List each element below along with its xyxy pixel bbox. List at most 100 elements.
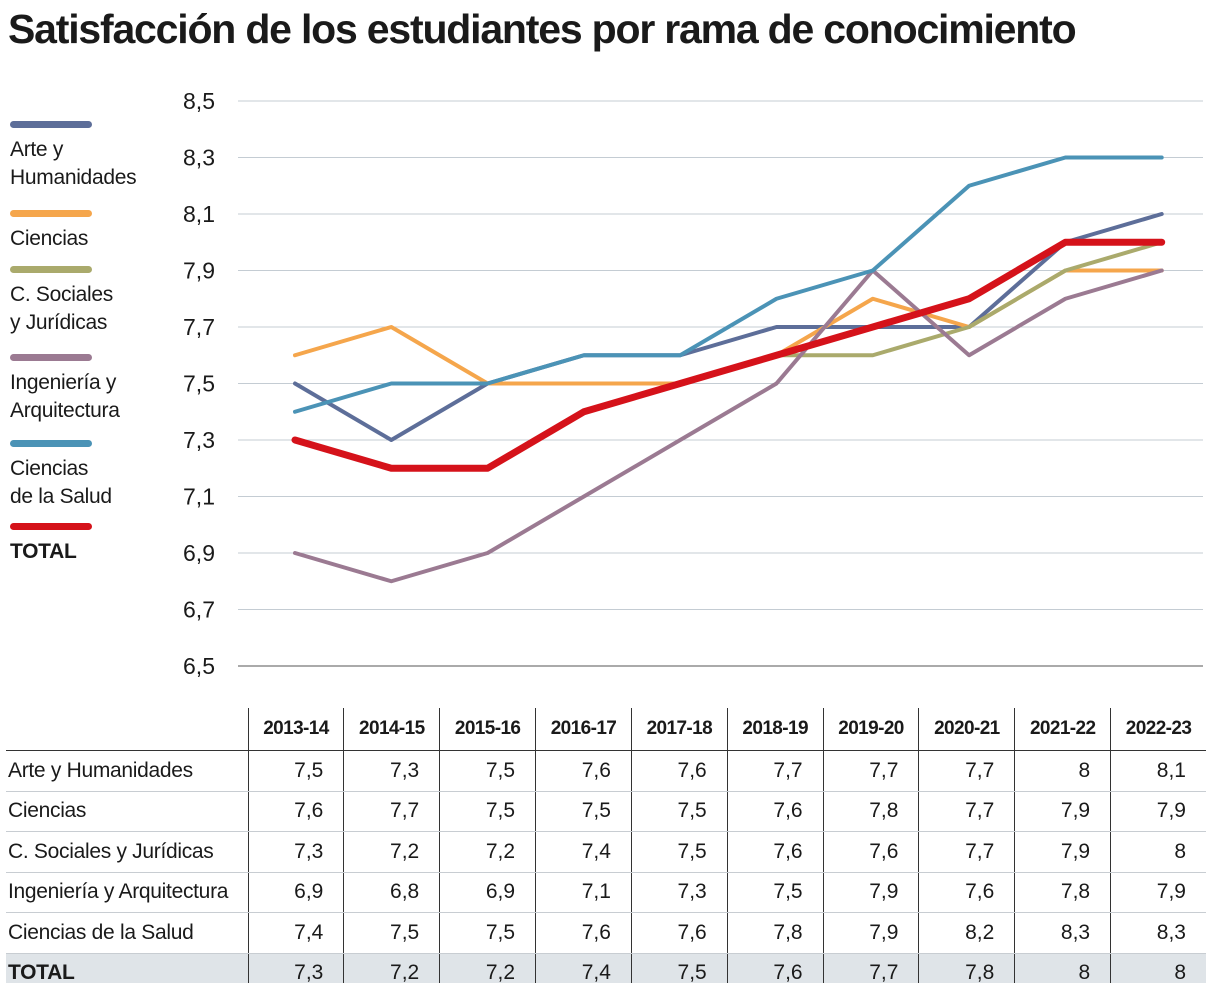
- y-tick-label: 8,1: [183, 201, 215, 227]
- column-header: 2015-16: [439, 708, 536, 751]
- legend-swatch: [10, 210, 92, 217]
- table-cell: 7,5: [343, 912, 440, 954]
- legend-label: Ciencias: [10, 227, 89, 250]
- legend-item: Ingeniería y Arquitectura: [10, 354, 180, 425]
- y-tick-label: 7,3: [183, 427, 215, 453]
- y-tick-label: 7,1: [183, 484, 215, 510]
- series-line-arte-y-humanidades: [293, 212, 1164, 442]
- column-header: 2021-22: [1014, 708, 1111, 751]
- legend-label: TOTAL: [10, 540, 77, 563]
- column-header: 2020-21: [918, 708, 1015, 751]
- column-header: 2013-14: [247, 708, 344, 751]
- table-cell: 7,4: [247, 912, 344, 954]
- table-cell: 7,6: [247, 791, 344, 832]
- column-header: 2022-23: [1110, 708, 1206, 751]
- table-row: Arte y Humanidades 7,5 7,3 7,5 7,6 7,6 7,7 7,7 7…: [6, 750, 1206, 792]
- table-cell: 8,3: [1014, 912, 1111, 954]
- table-cell: 7,5: [630, 953, 728, 983]
- table-cell: 7,5: [630, 831, 728, 873]
- row-label: Ingeniería y Arquitectura: [6, 872, 249, 913]
- table-cell: 7,7: [822, 953, 919, 983]
- data-table: 2013-14 2014-15 2015-16 2016-17 2017-18 2018-…: [6, 708, 1206, 983]
- table-cell: 7,5: [726, 872, 824, 913]
- y-tick-label: 6,5: [183, 653, 215, 679]
- table-cell: 7,3: [343, 750, 440, 792]
- y-tick-label: 8,5: [183, 88, 215, 114]
- table-corner: [6, 708, 249, 751]
- table-cell: 7,7: [918, 831, 1015, 873]
- legend-swatch: [10, 440, 92, 447]
- table-row: Ingeniería y Arquitectura 6,9 6,8 6,9 7,1 7,3…: [6, 872, 1206, 913]
- chart-title: Satisfacción de los estudiantes por rama…: [8, 6, 1077, 52]
- table-cell: 8: [1110, 831, 1206, 873]
- table-cell: 7,2: [343, 953, 440, 983]
- table-cell: 7,5: [535, 791, 632, 832]
- table-cell: 7,3: [630, 872, 728, 913]
- legend-item: Arte y Humanidades: [10, 121, 180, 192]
- y-tick-label: 6,7: [183, 597, 215, 623]
- table-cell: 7,9: [1110, 791, 1206, 832]
- y-tick-label: 6,9: [183, 540, 215, 566]
- row-label: C. Sociales y Jurídicas: [6, 831, 249, 873]
- line-chart: 8,5 8,3 8,1 7,9 7,7 7,5 7,3 7,1 6,9 6,7 6,5: [183, 88, 1203, 679]
- table-cell: 7,6: [726, 791, 824, 832]
- table-cell: 7,4: [535, 831, 632, 873]
- table-cell: 6,9: [439, 872, 536, 913]
- legend-swatch: [10, 121, 92, 128]
- series-line-c-sociales-y-jur-dicas: [293, 240, 1164, 471]
- legend-label: Ciencias de la Salud: [10, 457, 112, 508]
- table-cell: 7,2: [439, 953, 536, 983]
- legend-label: C. Sociales y Jurídicas: [10, 283, 113, 334]
- table-cell: 6,8: [343, 872, 440, 913]
- table-cell: 8,3: [1110, 912, 1206, 954]
- table-cell: 7,8: [726, 912, 824, 954]
- table-row: C. Sociales y Jurídicas 7,3 7,2 7,2 7,4 7,5 7,…: [6, 831, 1206, 873]
- table-cell: 8: [1014, 953, 1111, 983]
- column-header: 2017-18: [630, 708, 728, 751]
- table-cell: 7,3: [247, 953, 344, 983]
- row-label: Arte y Humanidades: [6, 750, 249, 792]
- column-header: 2018-19: [726, 708, 824, 751]
- row-label: Ciencias de la Salud: [6, 912, 249, 954]
- table-cell: 7,8: [918, 953, 1015, 983]
- table-cell: 7,6: [726, 953, 824, 983]
- legend-item: C. Sociales y Jurídicas: [10, 266, 180, 337]
- table-cell: 8,2: [918, 912, 1015, 954]
- table-cell: 7,8: [822, 791, 919, 832]
- legend-label: Arte y Humanidades: [10, 138, 137, 189]
- table-cell: 8: [1110, 953, 1206, 983]
- y-tick-label: 7,5: [183, 371, 215, 397]
- table-cell: 7,7: [726, 750, 824, 792]
- table-cell: 7,9: [1014, 831, 1111, 873]
- table-cell: 7,1: [535, 872, 632, 913]
- table-cell: 8,1: [1110, 750, 1206, 792]
- table-cell: 7,8: [1014, 872, 1111, 913]
- table-cell: 6,9: [247, 872, 344, 913]
- table-cell: 7,5: [439, 750, 536, 792]
- legend-label: Ingeniería y Arquitectura: [10, 371, 120, 422]
- table-row: TOTAL 7,3 7,2 7,2 7,4 7,5 7,6 7,7 7,8 8 8: [6, 953, 1206, 983]
- table-cell: 7,3: [247, 831, 344, 873]
- table-cell: 7,9: [1110, 872, 1206, 913]
- table-cell: 7,5: [247, 750, 344, 792]
- table-cell: 7,5: [439, 912, 536, 954]
- legend-item: Ciencias de la Salud: [10, 440, 180, 511]
- table-cell: 7,5: [439, 791, 536, 832]
- table-cell: 7,4: [535, 953, 632, 983]
- table-cell: 7,2: [343, 831, 440, 873]
- legend-swatch: [10, 266, 92, 273]
- table-cell: 7,5: [630, 791, 728, 832]
- row-label: TOTAL: [6, 953, 249, 983]
- y-tick-label: 7,7: [183, 314, 215, 340]
- column-header: 2014-15: [343, 708, 440, 751]
- table-cell: 7,6: [535, 912, 632, 954]
- table-cell: 7,7: [822, 750, 919, 792]
- table-cell: 7,6: [822, 831, 919, 873]
- y-tick-label: 7,9: [183, 258, 215, 284]
- series-line-total: [291, 238, 1166, 472]
- series-line-ciencias-de-la-salud: [293, 155, 1164, 414]
- table-cell: 7,6: [630, 912, 728, 954]
- legend-item: Ciencias: [10, 210, 180, 253]
- table-cell: 8: [1014, 750, 1111, 792]
